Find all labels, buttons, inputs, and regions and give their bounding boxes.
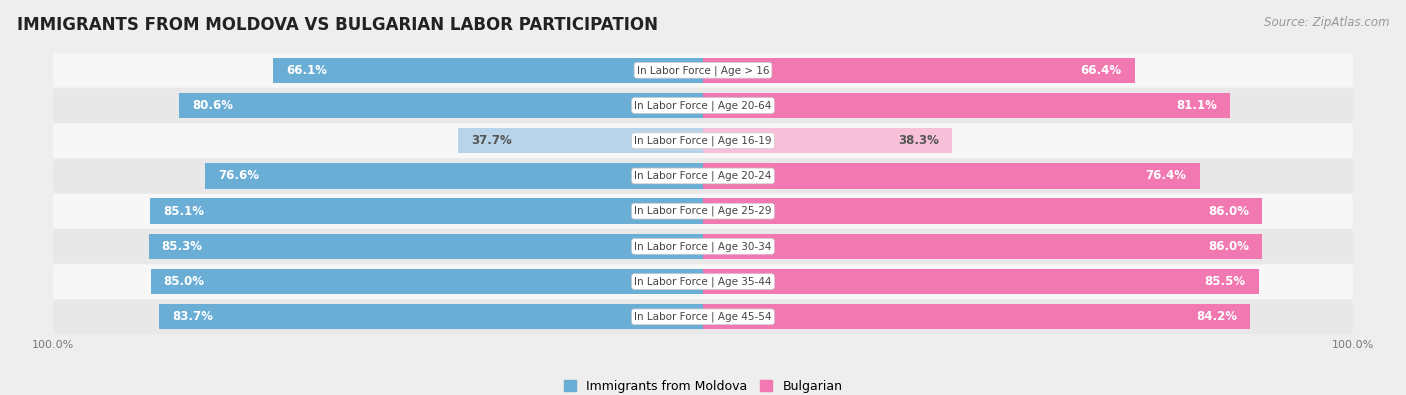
Bar [205,163,703,189]
Legend: Immigrants from Moldova, Bulgarian: Immigrants from Moldova, Bulgarian [558,375,848,395]
Bar [179,93,703,118]
Text: In Labor Force | Age 25-29: In Labor Force | Age 25-29 [634,206,772,216]
Bar [703,304,1250,329]
Text: In Labor Force | Age 20-24: In Labor Force | Age 20-24 [634,171,772,181]
Bar [703,198,1263,224]
Text: 100.0%: 100.0% [32,340,75,350]
Text: 100.0%: 100.0% [1331,340,1374,350]
Text: 76.4%: 76.4% [1146,169,1187,182]
Text: Source: ZipAtlas.com: Source: ZipAtlas.com [1264,16,1389,29]
Bar [703,269,1258,294]
Bar [149,234,703,259]
Text: 85.1%: 85.1% [163,205,204,218]
Text: In Labor Force | Age > 16: In Labor Force | Age > 16 [637,65,769,75]
Bar [703,93,1230,118]
FancyBboxPatch shape [53,53,1353,88]
Text: In Labor Force | Age 30-34: In Labor Force | Age 30-34 [634,241,772,252]
FancyBboxPatch shape [53,264,1353,299]
FancyBboxPatch shape [53,88,1353,123]
Bar [703,163,1199,189]
Text: IMMIGRANTS FROM MOLDOVA VS BULGARIAN LABOR PARTICIPATION: IMMIGRANTS FROM MOLDOVA VS BULGARIAN LAB… [17,16,658,34]
Text: 86.0%: 86.0% [1208,205,1249,218]
FancyBboxPatch shape [53,229,1353,263]
FancyBboxPatch shape [53,124,1353,158]
Bar [150,198,703,224]
FancyBboxPatch shape [53,194,1353,228]
Bar [159,304,703,329]
Bar [703,128,952,153]
Text: 86.0%: 86.0% [1208,240,1249,253]
Text: 85.3%: 85.3% [162,240,202,253]
Text: 84.2%: 84.2% [1197,310,1237,324]
Text: 76.6%: 76.6% [218,169,259,182]
Text: 66.1%: 66.1% [287,64,328,77]
Text: 37.7%: 37.7% [471,134,512,147]
Bar [458,128,703,153]
Text: 85.5%: 85.5% [1205,275,1246,288]
Text: 85.0%: 85.0% [163,275,204,288]
Text: 81.1%: 81.1% [1177,99,1218,112]
Bar [703,234,1263,259]
FancyBboxPatch shape [53,159,1353,193]
Text: In Labor Force | Age 35-44: In Labor Force | Age 35-44 [634,276,772,287]
Text: In Labor Force | Age 45-54: In Labor Force | Age 45-54 [634,312,772,322]
Text: 83.7%: 83.7% [172,310,212,324]
FancyBboxPatch shape [53,299,1353,334]
Text: 66.4%: 66.4% [1080,64,1122,77]
Bar [150,269,703,294]
Bar [703,58,1135,83]
Text: 38.3%: 38.3% [898,134,939,147]
Text: In Labor Force | Age 20-64: In Labor Force | Age 20-64 [634,100,772,111]
Bar [273,58,703,83]
Text: In Labor Force | Age 16-19: In Labor Force | Age 16-19 [634,135,772,146]
Text: 80.6%: 80.6% [193,99,233,112]
